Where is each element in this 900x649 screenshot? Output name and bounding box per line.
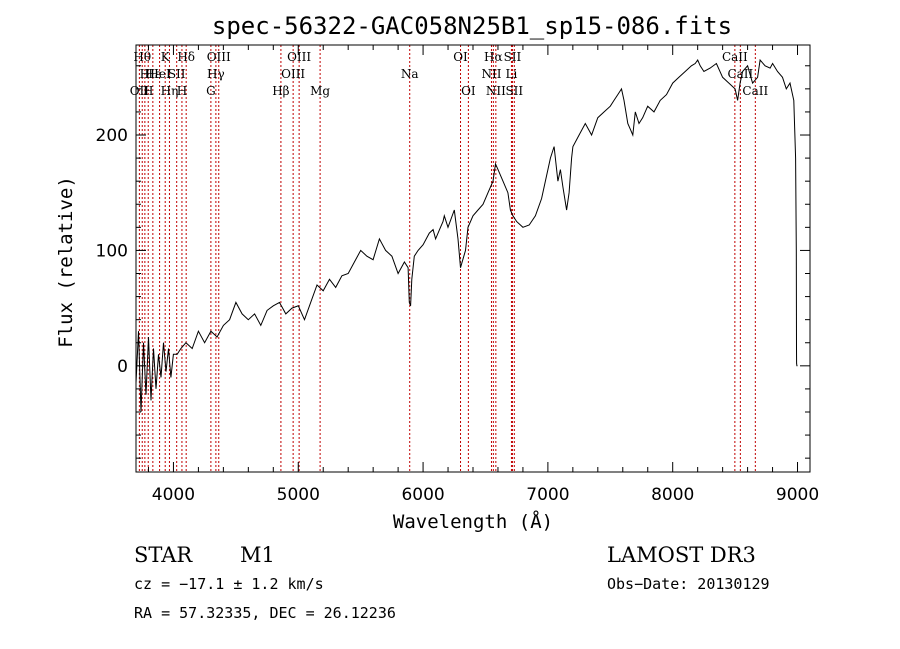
line-marker-label: SII bbox=[504, 50, 522, 64]
line-marker-label: OIII bbox=[207, 50, 231, 64]
x-axis-label: Wavelength (Å) bbox=[393, 510, 553, 533]
line-marker-label: Hγ bbox=[207, 67, 225, 81]
redshift-velocity: cz = −17.1 ± 1.2 km/s bbox=[134, 575, 324, 593]
line-marker-label: OI bbox=[453, 50, 468, 64]
line-marker-label: G bbox=[206, 84, 216, 98]
line-marker-label: NII bbox=[486, 84, 506, 98]
coordinates: RA = 57.32335, DEC = 26.12236 bbox=[134, 604, 396, 622]
line-marker-label: H bbox=[140, 67, 150, 81]
line-marker-label: Hδ bbox=[177, 50, 195, 64]
x-tick-label: 6000 bbox=[401, 485, 444, 505]
y-tick-label: 0 bbox=[117, 357, 128, 377]
x-tick-label: 4000 bbox=[152, 485, 195, 505]
observation-date: Obs−Date: 20130129 bbox=[607, 575, 770, 593]
spectrum-line bbox=[135, 58, 798, 413]
y-tick-label: 200 bbox=[96, 126, 128, 146]
object-type: STAR bbox=[134, 543, 193, 567]
line-marker-label: OIII bbox=[281, 67, 305, 81]
line-marker-label: H bbox=[177, 84, 187, 98]
line-marker-label: K bbox=[161, 50, 171, 64]
line-marker-label: OII bbox=[130, 84, 150, 98]
line-marker-label: Na bbox=[401, 67, 419, 81]
spectral-line-labels: OIIHθHHHεHeIKHηSIIHHδGHγOIIIHβOIIIOIIIMg… bbox=[130, 50, 769, 98]
line-marker-label: Hβ bbox=[272, 84, 289, 98]
line-marker-label: Mg bbox=[310, 84, 330, 98]
line-marker-label: SII bbox=[505, 84, 523, 98]
line-marker-label: OIII bbox=[287, 50, 311, 64]
line-marker-label: Li bbox=[506, 67, 518, 81]
line-marker-label: Hθ bbox=[133, 50, 151, 64]
axis-ticks bbox=[136, 45, 810, 472]
line-marker-label: Hη bbox=[161, 84, 179, 98]
x-tick-label: 8000 bbox=[651, 485, 694, 505]
spectral-line-markers bbox=[138, 45, 756, 472]
object-subclass: M1 bbox=[240, 543, 275, 567]
line-marker-label: SII bbox=[168, 67, 186, 81]
line-marker-label: H bbox=[143, 84, 153, 98]
chart-title: spec-56322-GAC058N25B1_sp15-086.fits bbox=[212, 12, 732, 40]
line-marker-label: OI bbox=[461, 84, 476, 98]
line-marker-label: Hα bbox=[484, 50, 503, 64]
line-marker-label: Hε bbox=[145, 67, 162, 81]
line-marker-label: NII bbox=[481, 67, 501, 81]
y-tick-label: 100 bbox=[96, 241, 128, 261]
x-tick-label: 9000 bbox=[776, 485, 819, 505]
x-tick-label: 5000 bbox=[277, 485, 320, 505]
line-marker-label: CaII bbox=[722, 50, 748, 64]
line-marker-label: CaII bbox=[727, 67, 753, 81]
line-marker-label: HeI bbox=[148, 67, 171, 81]
y-axis-label: Flux (relative) bbox=[55, 176, 77, 348]
plot-frame bbox=[135, 44, 811, 473]
line-marker-label: CaII bbox=[742, 84, 768, 98]
x-tick-label: 7000 bbox=[526, 485, 569, 505]
survey-name: LAMOST DR3 bbox=[607, 543, 756, 567]
axis-tick-labels: 4000 5000 6000 7000 8000 9000 0 100 200 bbox=[96, 126, 820, 505]
